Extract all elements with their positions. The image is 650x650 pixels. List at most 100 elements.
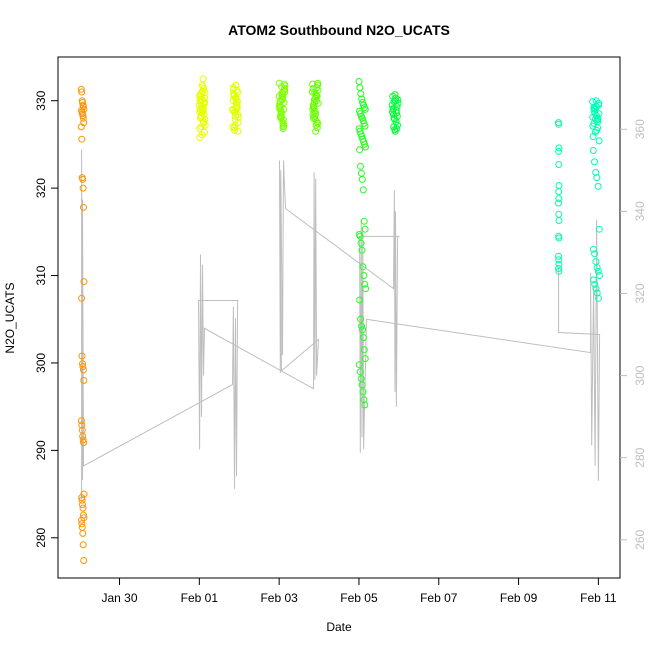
data-point <box>360 346 368 354</box>
data-point <box>595 99 603 107</box>
data-point <box>359 326 366 334</box>
data-point <box>277 113 285 121</box>
data-point <box>555 199 562 207</box>
data-point <box>79 436 87 444</box>
data-point <box>200 111 208 119</box>
data-point <box>311 107 319 115</box>
data-point <box>80 376 88 384</box>
data-point <box>591 158 598 166</box>
data-point <box>310 103 318 111</box>
data-point <box>78 523 86 531</box>
data-point <box>281 82 289 90</box>
y2-tick-label: 260 <box>633 529 647 549</box>
data-point <box>356 296 364 304</box>
data-point <box>555 195 563 203</box>
data-point <box>197 123 205 131</box>
data-point <box>358 95 366 103</box>
data-point <box>358 175 366 183</box>
data-point <box>201 89 209 97</box>
data-point <box>356 232 364 240</box>
y-axis-label: N2O_UCATS <box>3 282 17 353</box>
data-point <box>78 352 86 360</box>
data-point <box>79 366 87 374</box>
data-point <box>592 285 600 293</box>
y-tick-label: 300 <box>34 353 48 373</box>
data-point <box>232 93 240 101</box>
data-point <box>362 143 369 151</box>
data-point <box>361 401 369 409</box>
y-tick-label: 310 <box>34 265 48 285</box>
data-point <box>360 272 368 279</box>
data-point <box>555 252 562 260</box>
data-point <box>80 490 88 498</box>
y2-tick-label: 320 <box>633 283 647 303</box>
chart-title: ATOM2 Southbound N2O_UCATS <box>228 22 450 38</box>
data-point <box>592 168 600 176</box>
flight-6-points <box>355 78 370 409</box>
y2-tick-label: 360 <box>633 119 647 139</box>
data-point <box>361 122 369 130</box>
data-point <box>357 239 365 247</box>
y2-tick-label: 340 <box>633 201 647 221</box>
data-point <box>359 334 367 342</box>
x-tick-label: Feb 03 <box>260 591 298 605</box>
data-point <box>362 285 370 293</box>
data-point <box>231 126 238 134</box>
data-point <box>79 541 87 549</box>
flight-3-points <box>229 81 242 135</box>
flight-5-points <box>308 79 322 135</box>
x-tick-label: Feb 11 <box>580 591 617 605</box>
data-point <box>234 119 242 127</box>
data-point <box>590 105 598 113</box>
data-point <box>233 101 241 109</box>
data-point <box>78 516 85 524</box>
data-point <box>201 121 209 129</box>
data-point <box>79 184 87 192</box>
data-point <box>555 161 563 168</box>
data-point <box>233 104 241 112</box>
line-layer <box>81 149 601 500</box>
data-point <box>280 122 288 130</box>
data-point <box>555 182 563 189</box>
data-point <box>589 147 597 154</box>
data-point <box>555 147 563 155</box>
data-point <box>357 162 364 170</box>
data-point <box>312 110 320 118</box>
data-point <box>555 188 563 196</box>
data-point <box>199 75 207 83</box>
data-point <box>79 114 87 122</box>
data-point <box>199 83 207 91</box>
data-point <box>391 126 399 134</box>
data-point <box>196 125 204 133</box>
data-point <box>313 124 321 132</box>
data-point <box>79 504 87 512</box>
data-point <box>198 131 206 139</box>
data-point <box>359 186 367 194</box>
data-point <box>591 250 599 258</box>
data-point <box>555 260 563 268</box>
data-point <box>555 265 563 272</box>
data-point <box>279 125 287 133</box>
data-point <box>279 93 287 101</box>
data-point <box>79 529 87 537</box>
data-point <box>555 120 563 128</box>
flight-7-points <box>388 91 402 135</box>
data-point <box>79 99 87 106</box>
data-point <box>309 80 317 88</box>
data-point <box>361 225 369 233</box>
data-point <box>79 363 87 370</box>
data-point <box>555 217 563 224</box>
data-point <box>313 92 321 100</box>
data-point <box>555 256 563 264</box>
plot-frame <box>57 56 621 579</box>
data-point <box>359 388 367 396</box>
data-point <box>555 267 563 275</box>
data-point <box>79 175 87 183</box>
data-point <box>595 110 603 118</box>
data-point <box>78 520 86 528</box>
data-point <box>78 294 86 302</box>
axis-layer: Jan 30 Feb 01 Feb 03 Feb 05 Feb 07 Feb 09 Feb … <box>34 90 647 605</box>
data-point <box>234 113 242 121</box>
data-point <box>314 81 321 89</box>
data-point <box>78 88 86 96</box>
